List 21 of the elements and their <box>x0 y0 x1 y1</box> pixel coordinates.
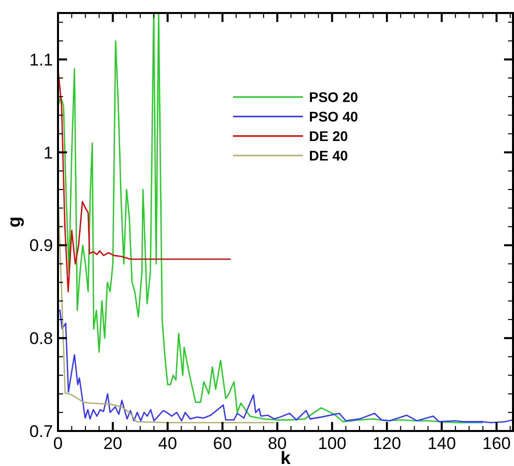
y-tick-label: 1 <box>44 143 53 162</box>
x-tick-label: 60 <box>212 434 232 453</box>
y-tick-label: 0.9 <box>29 236 53 256</box>
x-tick-label: 100 <box>318 434 346 453</box>
y-tick-label: 0.8 <box>29 329 53 348</box>
x-tick-label: 120 <box>372 434 402 453</box>
line-series <box>58 310 513 424</box>
y-axis-title: g <box>4 216 24 228</box>
legend-label: DE 20 <box>309 128 348 144</box>
x-tick-label: 20 <box>103 434 122 453</box>
y-tick-label: 1.1 <box>29 50 53 70</box>
x-tick-label: 0 <box>53 434 63 453</box>
x-tick-label: 160 <box>482 434 511 453</box>
x-tick-label: 140 <box>428 434 456 453</box>
line-series <box>58 13 484 424</box>
legend-label: PSO 20 <box>309 89 358 105</box>
legend-label: DE 40 <box>309 148 348 164</box>
y-tick-label: 0.7 <box>29 422 53 441</box>
x-tick-label: 40 <box>158 434 178 453</box>
x-axis-title: k <box>280 448 292 466</box>
legend-label: PSO 40 <box>309 108 358 124</box>
